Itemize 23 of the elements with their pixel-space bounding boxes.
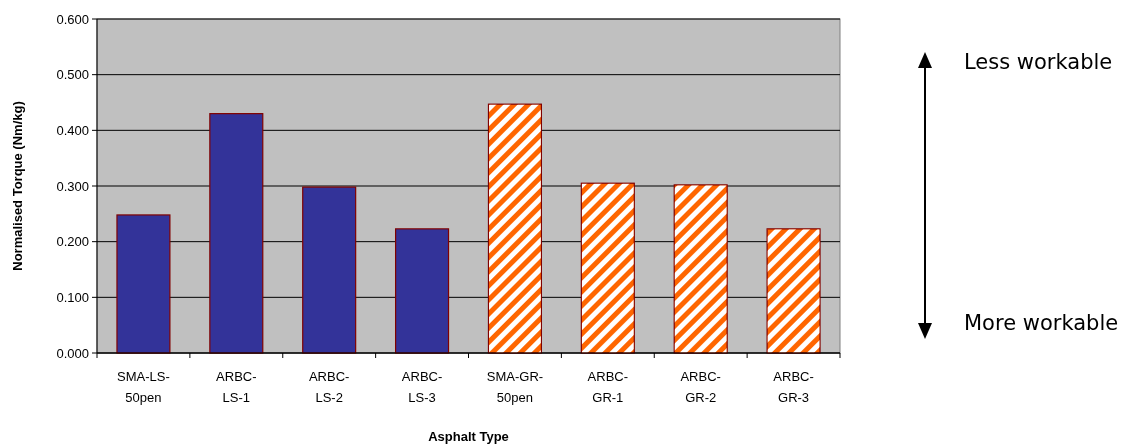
y-tick-label: 0.600 — [56, 11, 89, 27]
y-tick-label: 0.100 — [56, 289, 89, 305]
x-tick-label: ARBC-GR-1 — [587, 369, 629, 405]
x-tick-label: SMA-LS-50pen — [117, 369, 170, 405]
x-tick-label: SMA-GR-50pen — [486, 369, 544, 405]
x-tick-label: ARBC-GR-3 — [773, 369, 814, 405]
x-tick-label: ARBC-LS-1 — [216, 369, 257, 405]
text: More workable — [964, 311, 1119, 335]
x-axis-title: Asphalt Type — [428, 429, 509, 444]
y-tick-label: 0.500 — [56, 67, 89, 83]
x-tick-label: ARBC-GR-2 — [680, 369, 721, 405]
y-tick-label: 0.000 — [56, 345, 89, 361]
bar — [116, 214, 171, 354]
bar — [394, 228, 450, 354]
x-tick-label: ARBC-LS-2 — [308, 369, 350, 405]
bar — [209, 113, 264, 354]
y-tick-label: 0.300 — [56, 178, 89, 194]
x-tick-label: ARBC-LS-3 — [401, 369, 443, 405]
y-tick-label: 0.200 — [56, 234, 89, 250]
y-axis-title: Normalised Torque (Nm/kg) — [10, 101, 25, 271]
bar — [302, 186, 357, 354]
text: Less workable — [964, 50, 1113, 74]
y-tick-label: 0.400 — [56, 122, 89, 138]
